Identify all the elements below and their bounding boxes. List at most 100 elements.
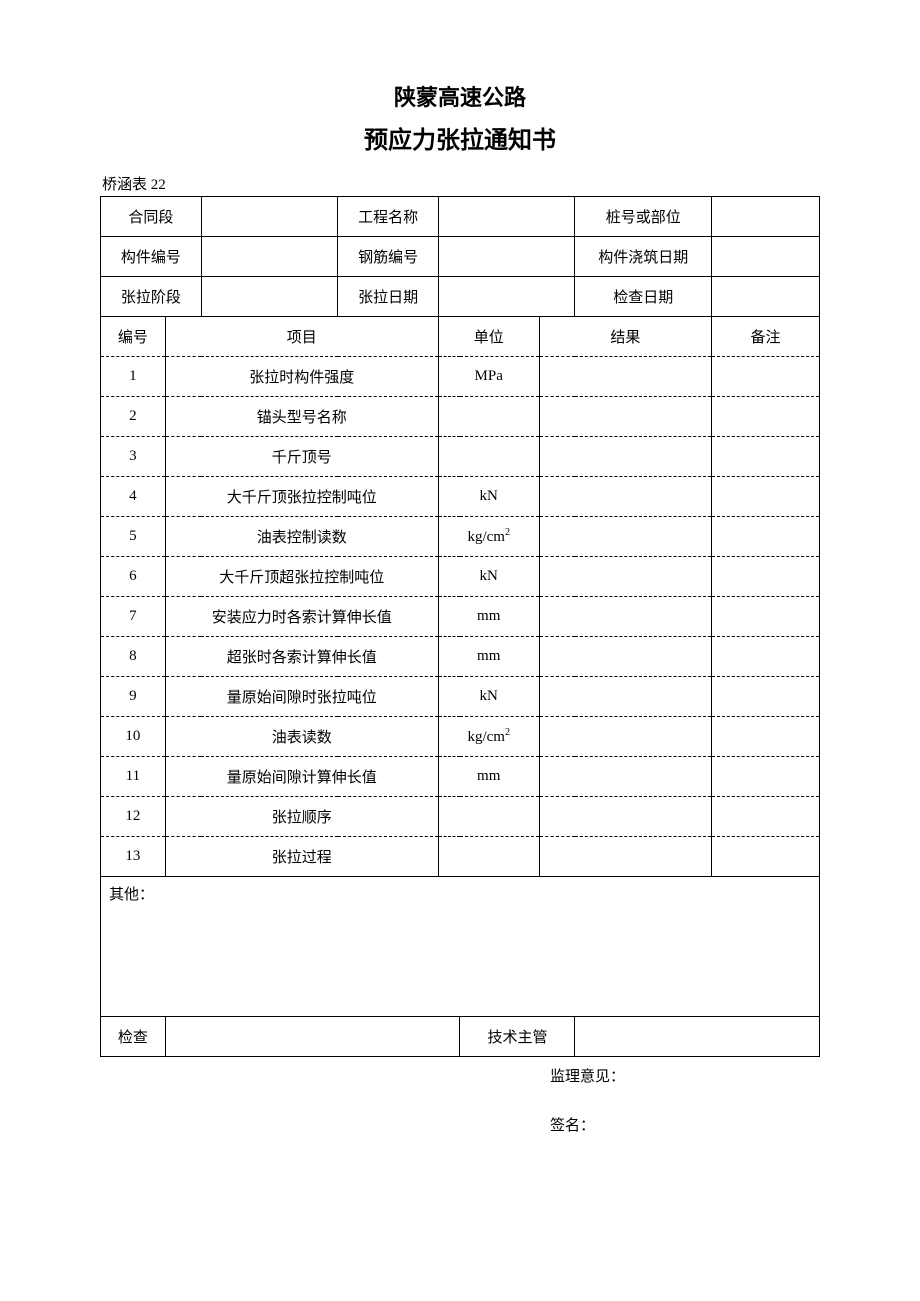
header-row-2: 构件编号 钢筋编号 构件浇筑日期 <box>101 237 820 277</box>
hr3-c6[interactable] <box>712 277 820 317</box>
row-result[interactable] <box>539 437 712 477</box>
row-unit <box>438 437 539 477</box>
row-result[interactable] <box>539 397 712 437</box>
row-result[interactable] <box>539 357 712 397</box>
table-number-label: 桥涵表 22 <box>100 173 820 194</box>
hr1-c4[interactable] <box>438 197 575 237</box>
check-value[interactable] <box>165 1017 460 1057</box>
row-unit: kg/cm2 <box>438 517 539 557</box>
row-no: 10 <box>101 717 166 757</box>
hr2-c2[interactable] <box>201 237 338 277</box>
row-item: 锚头型号名称 <box>165 397 438 437</box>
row-unit <box>438 797 539 837</box>
row-no: 9 <box>101 677 166 717</box>
other-cell[interactable]: 其他： <box>101 877 820 1017</box>
row-remark[interactable] <box>712 837 820 877</box>
col-no: 编号 <box>101 317 166 357</box>
col-item: 项目 <box>165 317 438 357</box>
row-unit: mm <box>438 757 539 797</box>
row-unit: kN <box>438 677 539 717</box>
hr3-c1: 张拉阶段 <box>101 277 202 317</box>
row-result[interactable] <box>539 597 712 637</box>
page-title-main: 陕蒙高速公路 <box>100 80 820 112</box>
row-result[interactable] <box>539 477 712 517</box>
row-item: 油表读数 <box>165 717 438 757</box>
tech-label: 技术主管 <box>460 1017 575 1057</box>
row-no: 3 <box>101 437 166 477</box>
row-unit <box>438 837 539 877</box>
table-row: 3 千斤顶号 <box>101 437 820 477</box>
hr3-c2[interactable] <box>201 277 338 317</box>
row-unit: MPa <box>438 357 539 397</box>
row-unit: kg/cm2 <box>438 717 539 757</box>
row-remark[interactable] <box>712 397 820 437</box>
row-result[interactable] <box>539 757 712 797</box>
hr1-c3: 工程名称 <box>338 197 439 237</box>
table-row: 10 油表读数 kg/cm2 <box>101 717 820 757</box>
row-no: 6 <box>101 557 166 597</box>
table-row: 13 张拉过程 <box>101 837 820 877</box>
row-unit: kN <box>438 477 539 517</box>
row-remark[interactable] <box>712 517 820 557</box>
hr2-c5: 构件浇筑日期 <box>575 237 712 277</box>
hr1-c2[interactable] <box>201 197 338 237</box>
row-result[interactable] <box>539 557 712 597</box>
table-row: 8 超张时各索计算伸长值 mm <box>101 637 820 677</box>
row-item: 量原始间隙时张拉吨位 <box>165 677 438 717</box>
row-remark[interactable] <box>712 797 820 837</box>
row-no: 11 <box>101 757 166 797</box>
row-item: 超张时各索计算伸长值 <box>165 637 438 677</box>
check-label: 检查 <box>101 1017 166 1057</box>
row-remark[interactable] <box>712 557 820 597</box>
hr2-c3: 钢筋编号 <box>338 237 439 277</box>
table-row: 6 大千斤顶超张拉控制吨位 kN <box>101 557 820 597</box>
row-result[interactable] <box>539 677 712 717</box>
hr3-c5: 检查日期 <box>575 277 712 317</box>
row-no: 4 <box>101 477 166 517</box>
hr3-c4[interactable] <box>438 277 575 317</box>
row-result[interactable] <box>539 637 712 677</box>
hr1-c5: 桩号或部位 <box>575 197 712 237</box>
hr1-c1: 合同段 <box>101 197 202 237</box>
row-item: 油表控制读数 <box>165 517 438 557</box>
row-remark[interactable] <box>712 637 820 677</box>
row-remark[interactable] <box>712 437 820 477</box>
row-result[interactable] <box>539 517 712 557</box>
row-result[interactable] <box>539 797 712 837</box>
sign-row: 检查 技术主管 <box>101 1017 820 1057</box>
row-result[interactable] <box>539 717 712 757</box>
row-no: 7 <box>101 597 166 637</box>
row-remark[interactable] <box>712 357 820 397</box>
header-row-1: 合同段 工程名称 桩号或部位 <box>101 197 820 237</box>
hr1-c6[interactable] <box>712 197 820 237</box>
signature-label: 签名： <box>100 1114 820 1135</box>
row-result[interactable] <box>539 837 712 877</box>
row-no: 12 <box>101 797 166 837</box>
hr3-c3: 张拉日期 <box>338 277 439 317</box>
hr2-c4[interactable] <box>438 237 575 277</box>
tech-value[interactable] <box>575 1017 820 1057</box>
form-table: 合同段 工程名称 桩号或部位 构件编号 钢筋编号 构件浇筑日期 张拉阶段 张拉日… <box>100 196 820 1057</box>
row-item: 安装应力时各索计算伸长值 <box>165 597 438 637</box>
row-remark[interactable] <box>712 477 820 517</box>
page-title-sub: 预应力张拉通知书 <box>100 120 820 155</box>
row-unit: mm <box>438 597 539 637</box>
row-item: 量原始间隙计算伸长值 <box>165 757 438 797</box>
table-row: 5 油表控制读数 kg/cm2 <box>101 517 820 557</box>
row-no: 13 <box>101 837 166 877</box>
row-no: 5 <box>101 517 166 557</box>
supervisor-opinion-label: 监理意见： <box>100 1065 820 1086</box>
row-remark[interactable] <box>712 677 820 717</box>
other-row: 其他： <box>101 877 820 1017</box>
row-no: 1 <box>101 357 166 397</box>
row-remark[interactable] <box>712 757 820 797</box>
row-no: 2 <box>101 397 166 437</box>
row-remark[interactable] <box>712 717 820 757</box>
row-remark[interactable] <box>712 597 820 637</box>
header-row-3: 张拉阶段 张拉日期 检查日期 <box>101 277 820 317</box>
row-unit: kN <box>438 557 539 597</box>
col-unit: 单位 <box>438 317 539 357</box>
row-item: 张拉时构件强度 <box>165 357 438 397</box>
hr2-c6[interactable] <box>712 237 820 277</box>
row-item: 张拉顺序 <box>165 797 438 837</box>
